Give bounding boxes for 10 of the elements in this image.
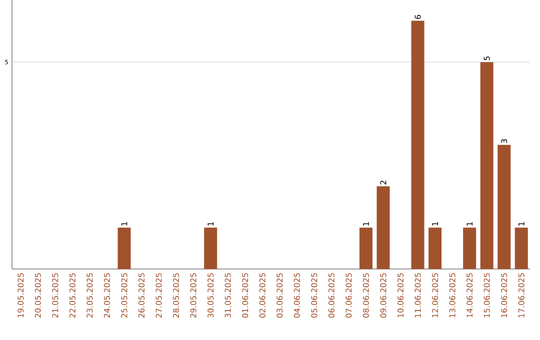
bar [498, 144, 511, 269]
bar [359, 228, 372, 269]
bar [514, 228, 528, 269]
bar [428, 228, 442, 269]
bar [411, 20, 424, 269]
bar [376, 186, 390, 269]
bar [480, 62, 494, 269]
bar [463, 228, 476, 269]
bar [118, 228, 131, 269]
bar [204, 228, 218, 269]
